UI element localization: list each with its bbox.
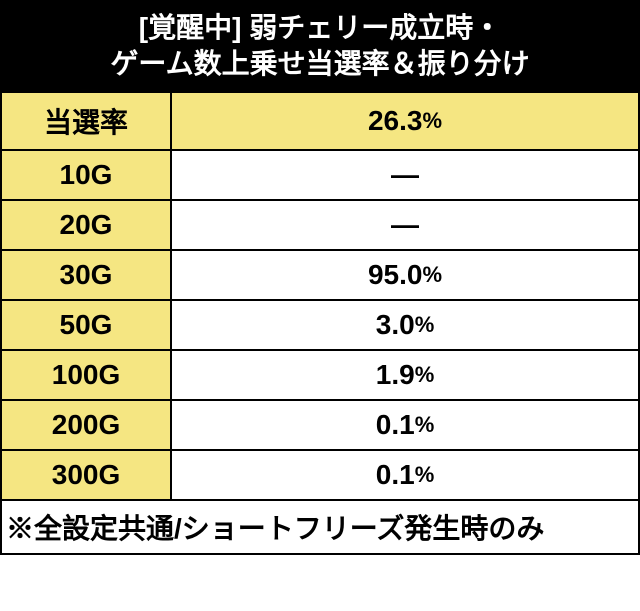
row-value: — bbox=[172, 201, 638, 249]
row-value: 1.9% bbox=[172, 351, 638, 399]
row-value: 0.1% bbox=[172, 401, 638, 449]
footer-row: ※全設定共通/ショートフリーズ発生時のみ bbox=[2, 499, 638, 553]
header-line2: ゲーム数上乗せ当選率＆振り分け bbox=[110, 48, 529, 79]
table-row: 10G— bbox=[2, 149, 638, 199]
row-label: 30G bbox=[2, 251, 172, 299]
table-row: 30G95.0% bbox=[2, 249, 638, 299]
table-row: 200G0.1% bbox=[2, 399, 638, 449]
header-line1: [覚醒中] 弱チェリー成立時・ bbox=[139, 12, 501, 43]
win-rate-row: 当選率 26.3% bbox=[2, 91, 638, 149]
footer-note: ※全設定共通/ショートフリーズ発生時のみ bbox=[2, 501, 638, 553]
table-container: [覚醒中] 弱チェリー成立時・ ゲーム数上乗せ当選率＆振り分け 当選率 26.3… bbox=[0, 0, 640, 555]
row-value: 95.0% bbox=[172, 251, 638, 299]
table-header: [覚醒中] 弱チェリー成立時・ ゲーム数上乗せ当選率＆振り分け bbox=[2, 2, 638, 91]
table-row: 100G1.9% bbox=[2, 349, 638, 399]
row-label: 10G bbox=[2, 151, 172, 199]
row-value: 3.0% bbox=[172, 301, 638, 349]
row-value: — bbox=[172, 151, 638, 199]
row-label: 300G bbox=[2, 451, 172, 499]
win-rate-label: 当選率 bbox=[2, 93, 172, 149]
row-value: 0.1% bbox=[172, 451, 638, 499]
row-label: 200G bbox=[2, 401, 172, 449]
row-label: 100G bbox=[2, 351, 172, 399]
row-label: 50G bbox=[2, 301, 172, 349]
row-label: 20G bbox=[2, 201, 172, 249]
table-row: 300G0.1% bbox=[2, 449, 638, 499]
table-row: 20G— bbox=[2, 199, 638, 249]
table-row: 50G3.0% bbox=[2, 299, 638, 349]
win-rate-value: 26.3% bbox=[172, 93, 638, 149]
